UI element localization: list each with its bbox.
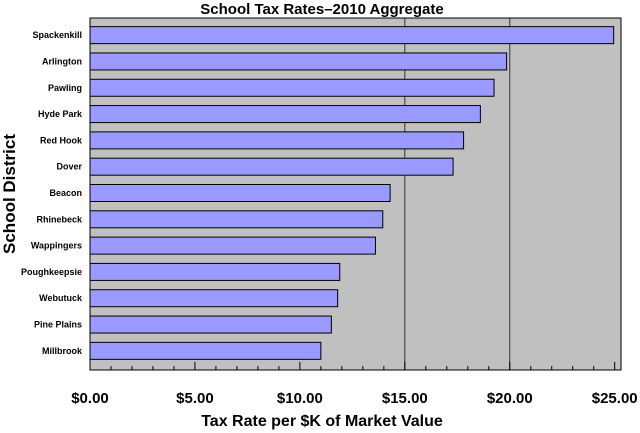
bar-beacon bbox=[89, 184, 391, 202]
category-label: Wappingers bbox=[31, 241, 82, 251]
bar-red-hook bbox=[89, 131, 465, 150]
category-label: Spackenkill bbox=[32, 30, 82, 40]
category-label: Rhinebeck bbox=[36, 214, 83, 224]
x-tick-label: $0.00 bbox=[71, 390, 109, 407]
x-tick-label: $25.00 bbox=[592, 390, 638, 407]
x-tick-label: $15.00 bbox=[382, 390, 428, 407]
category-label: Arlington bbox=[42, 56, 82, 66]
bar-hyde-park bbox=[89, 105, 481, 124]
bar-dover bbox=[89, 157, 454, 176]
bar-pine-plains bbox=[89, 315, 332, 334]
category-label: Red Hook bbox=[40, 135, 83, 145]
category-label: Poughkeepsie bbox=[21, 267, 82, 277]
chart-title: School Tax Rates–2010 Aggregate bbox=[200, 1, 443, 18]
category-label: Hyde Park bbox=[38, 109, 83, 119]
category-label: Dover bbox=[56, 162, 82, 172]
x-axis-label: Tax Rate per $K of Market Value bbox=[201, 413, 443, 430]
category-label: Pawling bbox=[48, 83, 82, 93]
bar-spackenkill bbox=[89, 26, 615, 45]
bar-millbrook bbox=[89, 341, 322, 360]
category-label: Beacon bbox=[49, 188, 82, 198]
bar-wappingers bbox=[89, 236, 376, 255]
bar-rhinebeck bbox=[89, 210, 384, 229]
x-tick-label: $20.00 bbox=[487, 390, 533, 407]
x-tick-label: $10.00 bbox=[277, 390, 323, 407]
bar-arlington bbox=[89, 52, 508, 71]
y-axis-label: School District bbox=[0, 134, 19, 254]
x-tick-label: $5.00 bbox=[176, 390, 214, 407]
category-label: Millbrook bbox=[42, 346, 83, 356]
category-label: Pine Plains bbox=[34, 320, 82, 330]
plot-frame bbox=[89, 17, 622, 371]
bar-poughkeepsie bbox=[89, 262, 341, 281]
bar-pawling bbox=[89, 78, 495, 97]
bar-webutuck bbox=[89, 289, 339, 308]
category-label: Webutuck bbox=[39, 293, 83, 303]
